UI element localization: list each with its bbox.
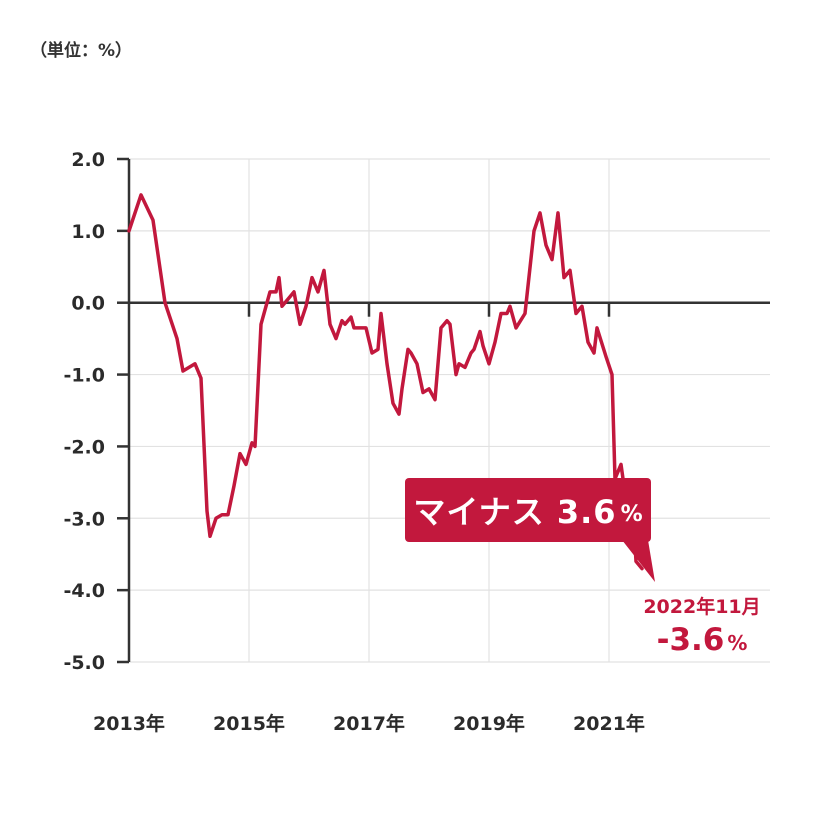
callout-text: マイナス 3.6 [413,493,617,531]
end-value-unit: % [727,631,748,655]
x-tick-label: 2013年 [93,712,165,735]
y-tick-label: 0.0 [71,293,105,315]
end-value: -3.6 [656,622,725,658]
x-tick-label: 2017年 [333,712,405,735]
end-value-label: -3.6% [612,622,792,658]
series-line [127,193,644,571]
y-tick-label: -3.0 [63,508,105,530]
x-tick-label: 2019年 [453,712,525,735]
x-tick-label: 2015年 [213,712,285,735]
y-tick-label: -5.0 [63,652,105,674]
y-tick-label: -4.0 [63,580,105,602]
callout-box: マイナス 3.6 % [405,478,651,542]
end-date-label: 2022年11月 [643,596,761,618]
y-tick-label: 1.0 [71,221,105,243]
y-tick-label: -1.0 [63,365,105,387]
callout-unit: % [620,501,643,527]
unit-label: （単位：%） [30,41,133,61]
x-tick-label: 2021年 [573,712,645,735]
y-tick-label: 2.0 [71,149,105,171]
callout-pointer [622,540,655,582]
y-tick-label: -2.0 [63,436,105,458]
